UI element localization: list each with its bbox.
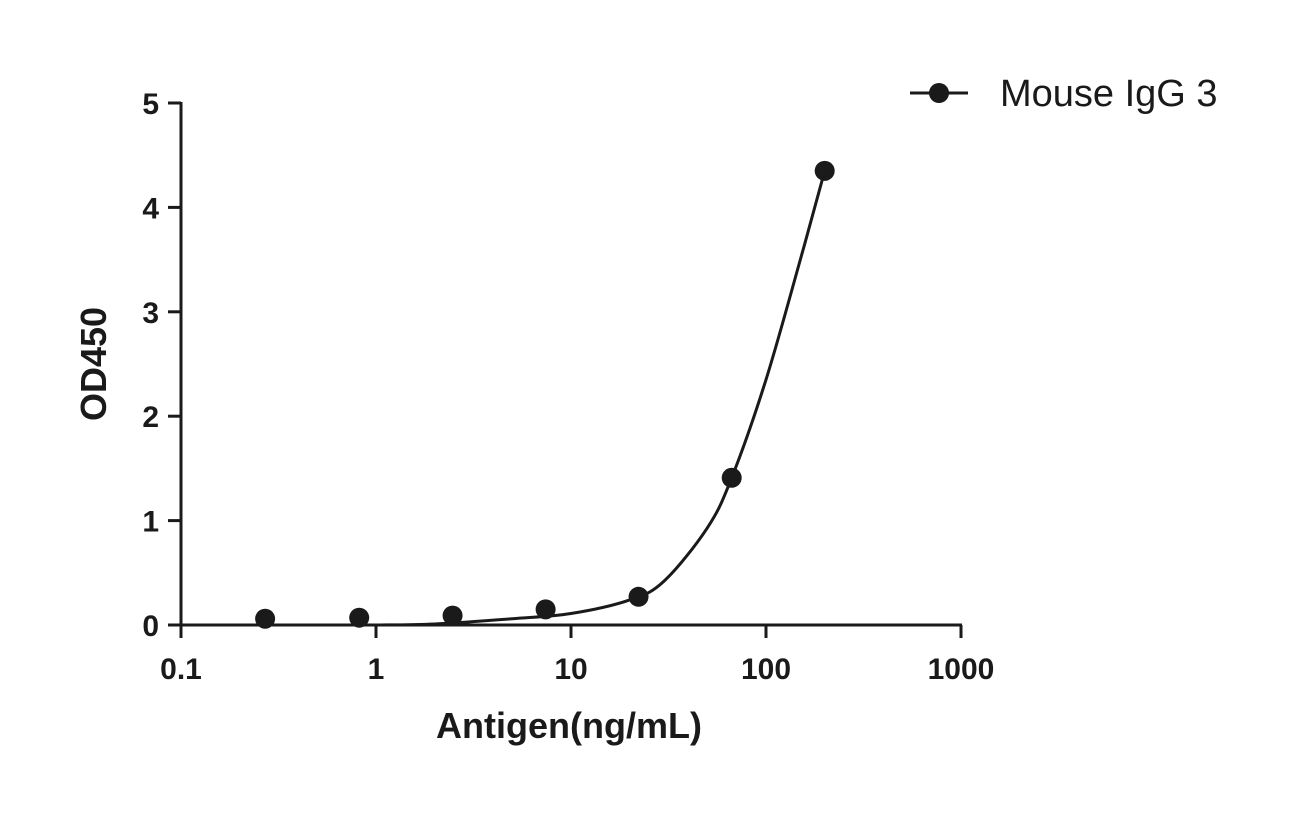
data-point: [349, 607, 370, 628]
data-point: [535, 599, 556, 620]
y-tick-label: 5: [142, 88, 159, 121]
axes: [179, 102, 962, 627]
y-tick-label: 1: [142, 506, 159, 539]
data-point: [721, 467, 742, 488]
y-tick-label: 0: [142, 610, 159, 643]
y-tick-label: 2: [142, 401, 159, 434]
data-point: [814, 160, 835, 181]
data-point: [255, 608, 276, 629]
x-axis-title: Antigen(ng/mL): [436, 705, 702, 746]
fit-curves: [375, 170, 827, 627]
x-tick-label: 10: [554, 653, 587, 686]
data-point: [442, 605, 463, 626]
x-tick-label: 0.1: [160, 653, 202, 686]
legend-label: Mouse IgG 3: [1000, 73, 1218, 115]
y-axis-title: OD450: [73, 307, 114, 421]
legend: Mouse IgG 3: [910, 73, 1218, 115]
data-points: [255, 160, 835, 629]
y-ticks: 0 1 2 3 4 5: [142, 88, 181, 643]
x-tick-label: 100: [741, 653, 791, 686]
y-tick-label: 4: [142, 192, 159, 225]
legend-marker: [929, 83, 949, 103]
fit-curve: [375, 170, 827, 627]
x-tick-label: 1000: [928, 653, 995, 686]
x-tick-label: 1: [368, 653, 385, 686]
y-tick-label: 3: [142, 297, 159, 330]
data-point: [628, 586, 649, 607]
x-ticks: 0.1 1 10 100 1000: [160, 625, 994, 686]
